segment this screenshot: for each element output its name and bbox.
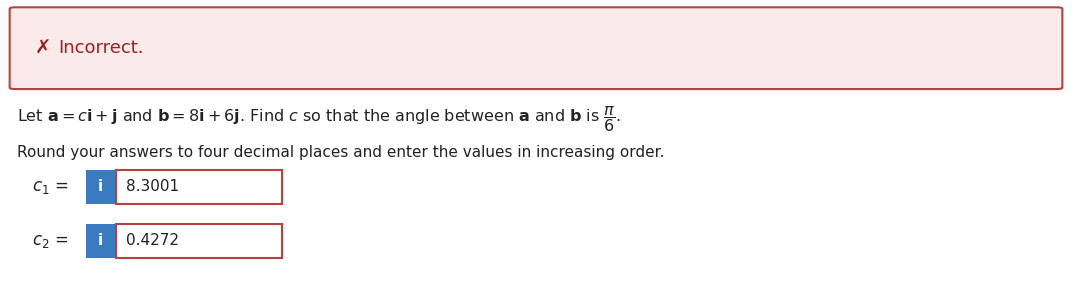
Text: i: i [99,233,103,248]
Text: $c_2$ =: $c_2$ = [32,232,69,250]
Text: ✗: ✗ [34,39,50,58]
FancyBboxPatch shape [10,7,1062,89]
Text: Round your answers to four decimal places and enter the values in increasing ord: Round your answers to four decimal place… [17,145,665,159]
FancyBboxPatch shape [86,224,116,258]
Text: 0.4272: 0.4272 [126,233,179,248]
Text: 8.3001: 8.3001 [126,179,180,194]
Text: Let $\mathbf{a} = c\mathbf{i} + \mathbf{j}$ and $\mathbf{b} = 8\mathbf{i} + 6\ma: Let $\mathbf{a} = c\mathbf{i} + \mathbf{… [17,104,622,134]
Text: i: i [99,179,103,194]
Text: Incorrect.: Incorrect. [58,39,144,57]
FancyBboxPatch shape [116,224,282,258]
Text: $c_1$ =: $c_1$ = [32,178,69,196]
FancyBboxPatch shape [116,170,282,204]
FancyBboxPatch shape [86,170,116,204]
